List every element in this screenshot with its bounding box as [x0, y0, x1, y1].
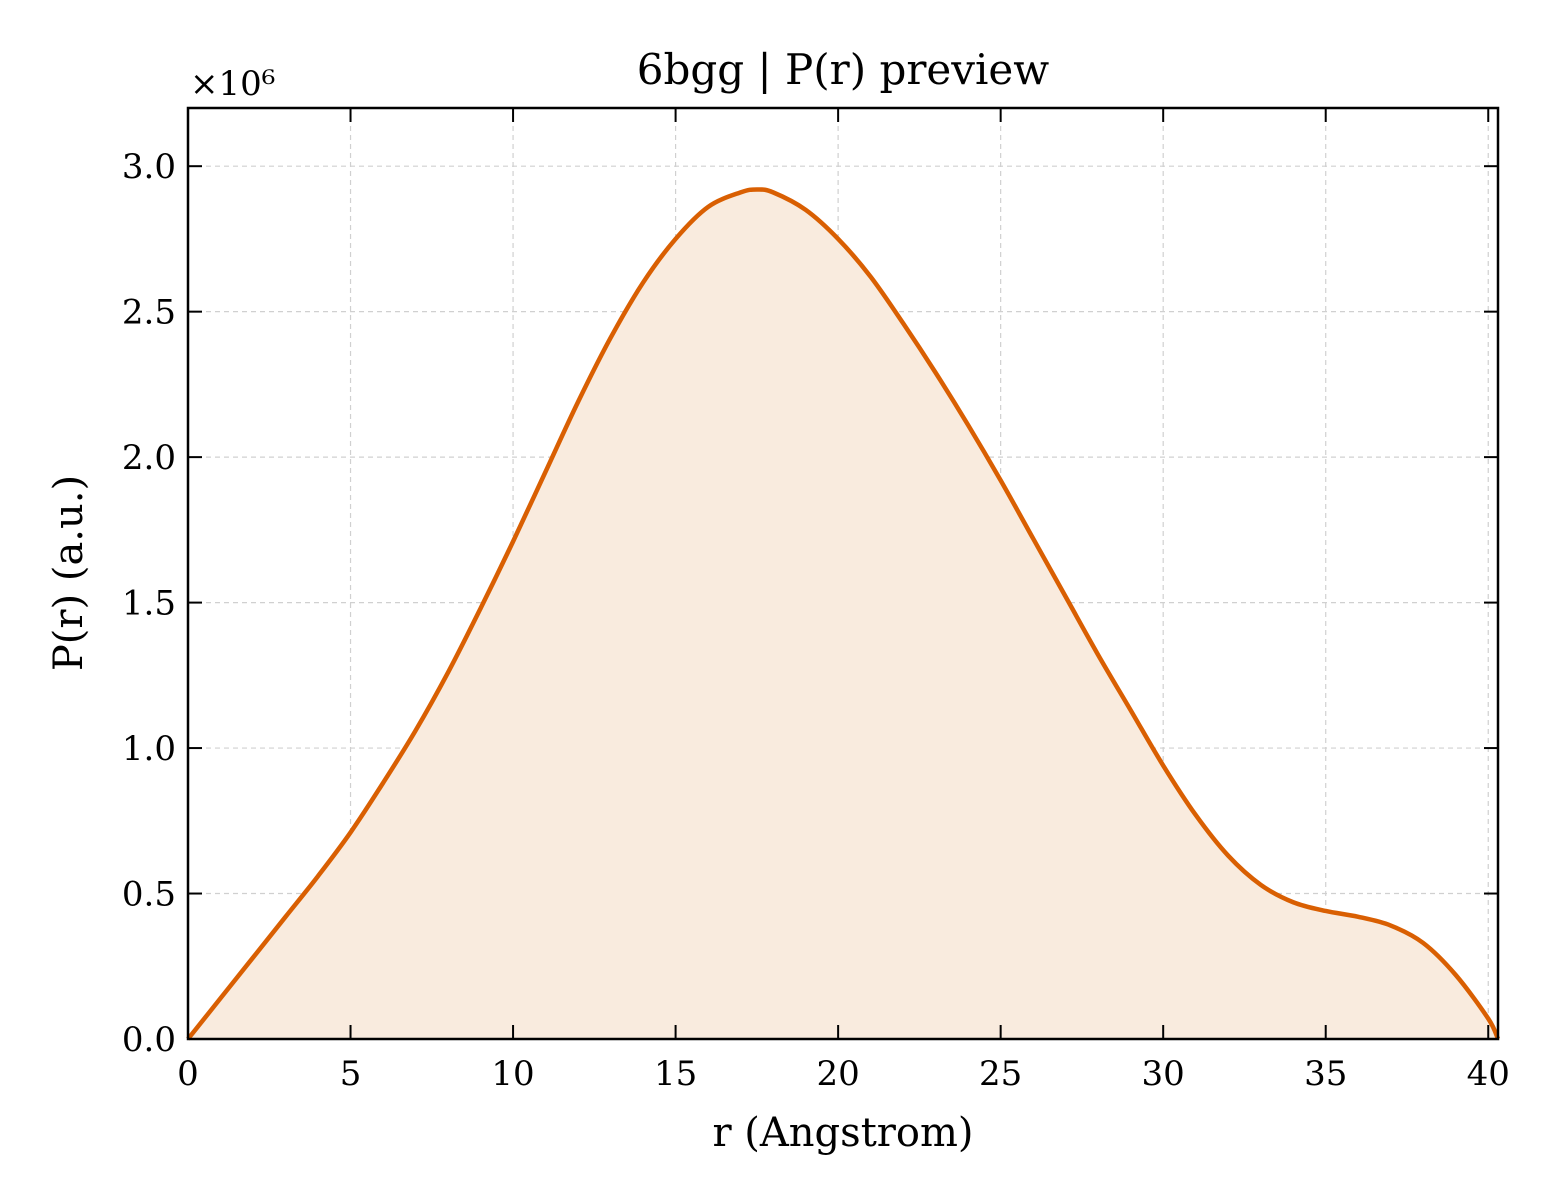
chart-title: 6bgg | P(r) preview — [637, 45, 1050, 94]
y-tick-label: 2.0 — [122, 438, 176, 478]
y-tick-label: 1.5 — [122, 584, 176, 624]
y-axis-title: P(r) (a.u.) — [46, 475, 92, 671]
x-tick-label: 0 — [177, 1054, 199, 1094]
x-tick-labels: 0 5 10 15 20 25 30 35 40 — [177, 1054, 1510, 1094]
y-tick-label: 3.0 — [122, 147, 176, 187]
y-tick-label: 0.5 — [122, 875, 176, 915]
plot-frame — [186, 106, 1500, 1041]
pr-area-fill — [188, 189, 1498, 1039]
y-tick-label: 1.0 — [122, 729, 176, 769]
x-tick-label: 5 — [340, 1054, 362, 1094]
y-tick-label: 2.5 — [122, 293, 176, 333]
axis-ticks — [187, 108, 1498, 1040]
x-tick-label: 40 — [1467, 1054, 1510, 1094]
y-tick-label: 0.0 — [122, 1020, 176, 1060]
x-tick-label: 25 — [979, 1054, 1022, 1094]
x-axis-title: r (Angstrom) — [712, 1110, 973, 1156]
x-tick-label: 30 — [1142, 1054, 1185, 1094]
y-tick-labels: 0.0 0.5 1.0 1.5 2.0 2.5 3.0 — [122, 147, 176, 1060]
y-multiplier-label: ×10⁶ — [190, 64, 275, 104]
x-tick-label: 10 — [491, 1054, 534, 1094]
x-tick-label: 15 — [654, 1054, 697, 1094]
x-tick-label: 35 — [1304, 1054, 1347, 1094]
x-tick-label: 20 — [816, 1054, 859, 1094]
pr-series-line — [186, 187, 1501, 1041]
